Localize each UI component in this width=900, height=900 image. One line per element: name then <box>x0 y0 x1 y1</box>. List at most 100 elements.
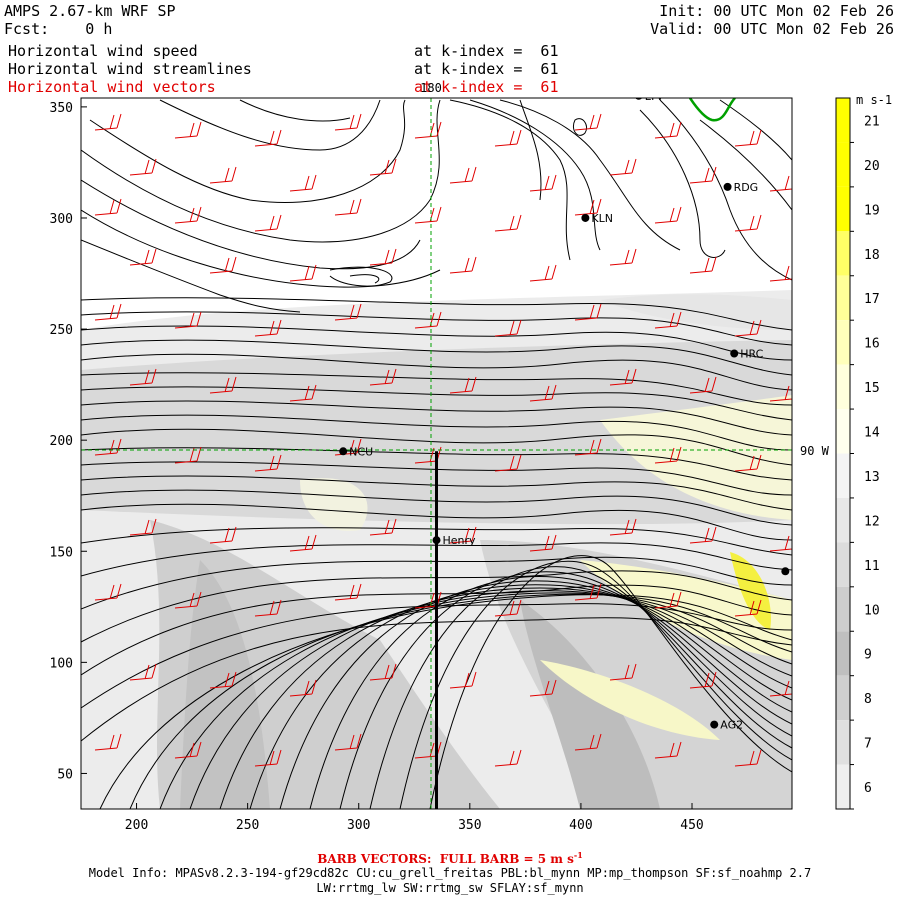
y-tick-label: 300 <box>50 212 73 227</box>
init-time: Init: 00 UTC Mon 02 Feb 26 <box>659 2 894 20</box>
meridian-label: 180 <box>420 81 442 95</box>
colorbar-frame <box>835 97 851 810</box>
coastline <box>688 98 736 122</box>
y-tick-label: 350 <box>50 101 73 116</box>
wind-barb <box>654 311 682 329</box>
wind-barb <box>494 749 522 767</box>
wind-barb <box>369 248 397 266</box>
wind-barb <box>209 256 237 274</box>
barb-note-units: -1 <box>573 850 583 860</box>
colorbar-swatch <box>836 186 850 232</box>
stations: LYV RDG KLN HRC NCU Henry AG2 <box>339 90 790 732</box>
wind-barb <box>129 518 157 536</box>
station-label: RDG <box>734 181 759 194</box>
wind-barb <box>769 175 792 192</box>
streamline <box>309 576 792 809</box>
streamline <box>81 617 792 742</box>
model-title: AMPS 2.67-km WRF SP <box>4 2 176 20</box>
wind-barb <box>289 679 317 697</box>
y-tick-label: 50 <box>57 767 73 782</box>
wind-barb <box>174 741 202 759</box>
colorbar-label: 19 <box>864 203 880 218</box>
wind-barb <box>334 583 362 601</box>
wind-barb <box>129 663 157 681</box>
wind-barb <box>289 264 317 282</box>
streamline <box>81 297 792 331</box>
wind-barb <box>174 591 202 609</box>
wind-barb <box>129 368 157 386</box>
wind-barb <box>449 376 477 394</box>
station-label: Henry <box>443 534 477 547</box>
x-tick-label: 400 <box>569 818 592 833</box>
streamline <box>129 593 792 809</box>
station-dot <box>432 536 441 545</box>
x-tick-label: 200 <box>125 818 148 833</box>
streamline <box>81 527 792 556</box>
wind-barb <box>209 166 237 184</box>
colorbar-label: 20 <box>864 159 880 174</box>
wind-barb <box>254 749 282 767</box>
colorbar-swatch <box>836 631 850 676</box>
layer-vectors-label: Horizontal wind vectors <box>8 78 216 96</box>
layer-streamlines-label: Horizontal wind streamlines <box>8 60 252 78</box>
y-tick-label: 200 <box>50 434 73 449</box>
wind-barb <box>289 534 317 552</box>
streamline <box>81 400 792 436</box>
streamline <box>81 353 792 391</box>
streamline <box>81 447 792 481</box>
wind-barb <box>769 680 792 697</box>
wind-barb <box>254 599 282 617</box>
wind-barb <box>334 303 362 321</box>
wind-barb <box>609 248 637 266</box>
y-tick-label: 150 <box>50 545 73 560</box>
y-axis: 350 300 250 200 150 100 50 <box>50 101 87 782</box>
streamline <box>81 475 792 511</box>
wind-barb <box>574 113 602 131</box>
wind-barb <box>289 174 317 192</box>
x-tick-label: 300 <box>347 818 370 833</box>
colorbar-label: 14 <box>864 426 880 441</box>
wind-barb <box>94 438 122 456</box>
streamline <box>81 503 792 541</box>
wind-barb <box>654 446 682 464</box>
map-frame <box>80 97 793 810</box>
station-label: KLN <box>591 212 613 225</box>
wind-barb <box>129 248 157 266</box>
layer-speed-label: Horizontal wind speed <box>8 42 198 60</box>
station-dot <box>781 567 790 576</box>
station-label: LYV <box>645 90 664 103</box>
wind-barb <box>129 158 157 176</box>
wind-barb <box>449 671 477 689</box>
streamline <box>81 386 792 421</box>
wind-barb <box>94 303 122 321</box>
streamline <box>81 584 792 676</box>
colorbar-swatch <box>836 720 850 765</box>
wind-barb <box>609 663 637 681</box>
wind-barb <box>94 583 122 601</box>
x-axis: 200 250 300 350 400 450 <box>125 803 704 833</box>
streamline <box>189 590 792 809</box>
x-tick-label: 250 <box>236 818 259 833</box>
wind-barb <box>609 158 637 176</box>
streamline <box>99 594 792 809</box>
wind-barb <box>529 384 557 402</box>
wind-barb <box>449 166 477 184</box>
wind-barb <box>654 121 682 139</box>
colorbar-swatch <box>836 231 850 276</box>
colorbar-swatch <box>836 586 850 632</box>
wind-barb <box>734 214 762 232</box>
colorbar-label: 13 <box>864 470 880 485</box>
wind-barb <box>574 303 602 321</box>
wind-barb <box>209 376 237 394</box>
wind-barb <box>174 206 202 224</box>
streamline <box>279 580 792 809</box>
colorbar-swatch <box>836 675 850 721</box>
forecast-hour: Fcst: 0 h <box>4 20 113 38</box>
colorbar-label: 7 <box>864 737 872 752</box>
wind-barb <box>734 599 762 617</box>
wind-barb <box>734 749 762 767</box>
wind-barb <box>494 599 522 617</box>
colorbar-label: 11 <box>864 559 880 574</box>
streamline <box>81 556 792 610</box>
valid-time: Valid: 00 UTC Mon 02 Feb 26 <box>650 20 894 38</box>
